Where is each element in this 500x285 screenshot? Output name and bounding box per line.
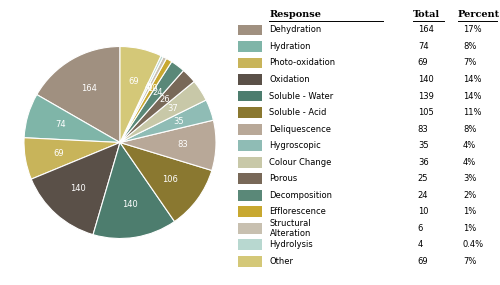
Text: Hygroscopic: Hygroscopic	[270, 141, 321, 150]
FancyBboxPatch shape	[238, 256, 262, 267]
Text: 74: 74	[418, 42, 428, 51]
Text: 140: 140	[122, 200, 138, 209]
Text: 69: 69	[418, 58, 428, 68]
Text: 37: 37	[167, 104, 178, 113]
FancyBboxPatch shape	[238, 74, 262, 85]
Text: Hydrolysis: Hydrolysis	[270, 240, 313, 249]
Wedge shape	[120, 82, 206, 142]
Text: 3%: 3%	[463, 174, 476, 183]
Text: 106: 106	[162, 175, 178, 184]
Text: Soluble - Acid: Soluble - Acid	[270, 108, 327, 117]
Wedge shape	[120, 46, 161, 142]
Text: 1%: 1%	[463, 224, 476, 233]
Text: Other: Other	[270, 257, 293, 266]
Text: 74: 74	[55, 120, 66, 129]
Text: 164: 164	[418, 25, 434, 34]
Wedge shape	[120, 57, 166, 142]
FancyBboxPatch shape	[238, 41, 262, 52]
Text: 7%: 7%	[463, 58, 476, 68]
Text: 1%: 1%	[463, 207, 476, 216]
Text: 17%: 17%	[463, 25, 481, 34]
Text: 69: 69	[418, 257, 428, 266]
Text: Soluble - Water: Soluble - Water	[270, 91, 334, 101]
Wedge shape	[120, 70, 194, 142]
Text: 10: 10	[146, 84, 157, 93]
Text: 26: 26	[160, 95, 170, 104]
Text: 139: 139	[418, 91, 434, 101]
FancyBboxPatch shape	[238, 173, 262, 184]
Text: 83: 83	[418, 125, 428, 134]
Text: 14%: 14%	[463, 91, 481, 101]
Text: 140: 140	[70, 184, 86, 194]
Wedge shape	[120, 142, 212, 221]
Text: 7%: 7%	[463, 257, 476, 266]
Wedge shape	[120, 100, 214, 142]
Text: 8%: 8%	[463, 42, 476, 51]
Text: 0.4%: 0.4%	[463, 240, 484, 249]
FancyBboxPatch shape	[238, 190, 262, 201]
Text: Colour Change: Colour Change	[270, 158, 332, 167]
Text: 83: 83	[177, 140, 188, 149]
Text: Percent: Percent	[458, 10, 500, 19]
Wedge shape	[120, 62, 184, 142]
FancyBboxPatch shape	[238, 107, 262, 118]
FancyBboxPatch shape	[238, 124, 262, 135]
Text: 25: 25	[418, 174, 428, 183]
Wedge shape	[37, 46, 120, 142]
Wedge shape	[120, 56, 163, 142]
Text: 140: 140	[418, 75, 434, 84]
Text: Photo-oxidation: Photo-oxidation	[270, 58, 336, 68]
FancyBboxPatch shape	[238, 58, 262, 68]
Text: Response: Response	[270, 10, 322, 19]
Text: 6: 6	[146, 83, 152, 92]
Text: 69: 69	[128, 77, 139, 86]
Text: Porous: Porous	[270, 174, 297, 183]
Text: Hydration: Hydration	[270, 42, 311, 51]
Text: 164: 164	[81, 84, 96, 93]
Text: 4%: 4%	[463, 141, 476, 150]
FancyBboxPatch shape	[238, 157, 262, 168]
FancyBboxPatch shape	[238, 91, 262, 101]
Text: 4: 4	[144, 82, 150, 91]
Text: 35: 35	[418, 141, 428, 150]
Text: 4%: 4%	[463, 158, 476, 167]
Text: 2%: 2%	[463, 191, 476, 200]
Wedge shape	[32, 142, 120, 235]
FancyBboxPatch shape	[238, 206, 262, 217]
FancyBboxPatch shape	[238, 25, 262, 35]
FancyBboxPatch shape	[238, 239, 262, 250]
Text: Decomposition: Decomposition	[270, 191, 332, 200]
Wedge shape	[120, 58, 172, 142]
Text: 35: 35	[174, 117, 184, 126]
Text: 14%: 14%	[463, 75, 481, 84]
Wedge shape	[93, 142, 174, 239]
Text: 8%: 8%	[463, 125, 476, 134]
FancyBboxPatch shape	[238, 140, 262, 151]
Text: Structural
Alteration: Structural Alteration	[270, 219, 311, 238]
Text: 24: 24	[418, 191, 428, 200]
Text: 10: 10	[418, 207, 428, 216]
Text: 69: 69	[53, 148, 64, 158]
Wedge shape	[120, 120, 216, 170]
Text: 4: 4	[418, 240, 423, 249]
Text: 105: 105	[418, 108, 434, 117]
Wedge shape	[24, 138, 120, 179]
Text: Deliquescence: Deliquescence	[270, 125, 332, 134]
Text: 11%: 11%	[463, 108, 481, 117]
Text: 36: 36	[418, 158, 428, 167]
FancyBboxPatch shape	[238, 223, 262, 234]
Text: 24: 24	[152, 88, 163, 97]
Text: Dehydration: Dehydration	[270, 25, 322, 34]
Text: 6: 6	[418, 224, 423, 233]
Text: Oxidation: Oxidation	[270, 75, 310, 84]
Text: Total: Total	[412, 10, 440, 19]
Wedge shape	[24, 95, 120, 142]
Text: Efflorescence: Efflorescence	[270, 207, 326, 216]
